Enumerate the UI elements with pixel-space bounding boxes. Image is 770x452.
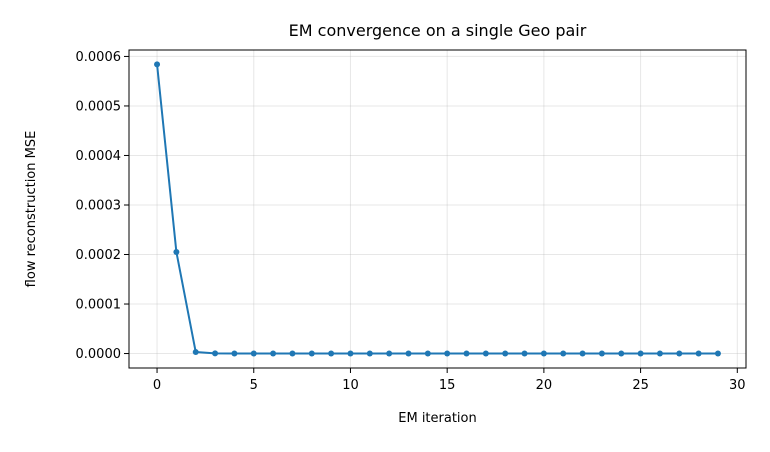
data-point — [231, 350, 238, 357]
data-point — [540, 350, 547, 357]
y-tick-label: 0.0000 — [76, 347, 122, 362]
data-point — [695, 350, 702, 357]
x-axis-ticks: 0 5 10 15 20 25 30 — [153, 368, 746, 393]
y-tick-label: 0.0001 — [76, 298, 122, 313]
data-point — [502, 350, 509, 357]
data-point — [714, 350, 721, 357]
data-point — [579, 350, 586, 357]
plot-frame — [128, 49, 747, 369]
series-line — [156, 64, 718, 355]
y-tick-label: 0.0005 — [76, 99, 122, 114]
data-point — [676, 350, 683, 357]
data-point — [424, 350, 431, 357]
data-point — [656, 350, 663, 357]
data-point — [521, 350, 528, 357]
chart-title: EM convergence on a single Geo pair — [289, 21, 587, 40]
data-point — [405, 350, 412, 357]
data-point — [463, 350, 470, 357]
y-tick-label: 0.0003 — [76, 198, 122, 213]
x-tick-label: 30 — [729, 378, 746, 393]
data-point — [444, 350, 451, 357]
data-point — [637, 350, 644, 357]
y-tick-label: 0.0004 — [76, 149, 122, 164]
data-point — [212, 350, 219, 357]
x-tick-label: 10 — [342, 378, 359, 393]
data-point — [347, 350, 354, 357]
grid — [129, 50, 746, 368]
y-axis-ticks: 0.0000 0.0001 0.0002 0.0003 0.0004 0.0005 0.00… — [76, 50, 129, 362]
data-point — [289, 350, 296, 357]
data-point — [173, 249, 180, 256]
data-point — [270, 350, 277, 357]
data-point — [154, 61, 161, 68]
x-axis-label: EM iteration — [398, 411, 476, 426]
x-tick-label: 15 — [439, 378, 456, 393]
data-point — [618, 350, 625, 357]
y-tick-label: 0.0006 — [76, 50, 122, 65]
data-point — [250, 350, 257, 357]
x-tick-label: 20 — [536, 378, 553, 393]
data-point — [308, 350, 315, 357]
data-point — [598, 350, 605, 357]
data-point — [328, 350, 335, 357]
data-point — [560, 350, 567, 357]
y-tick-label: 0.0002 — [76, 248, 122, 263]
data-point — [192, 349, 199, 356]
data-point — [366, 350, 373, 357]
series-layer — [154, 61, 721, 357]
data-point — [386, 350, 393, 357]
data-point — [482, 350, 489, 357]
x-tick-label: 5 — [250, 378, 258, 393]
y-axis-label: flow reconstruction MSE — [24, 131, 39, 288]
x-tick-label: 25 — [632, 378, 649, 393]
x-tick-label: 0 — [153, 378, 161, 393]
